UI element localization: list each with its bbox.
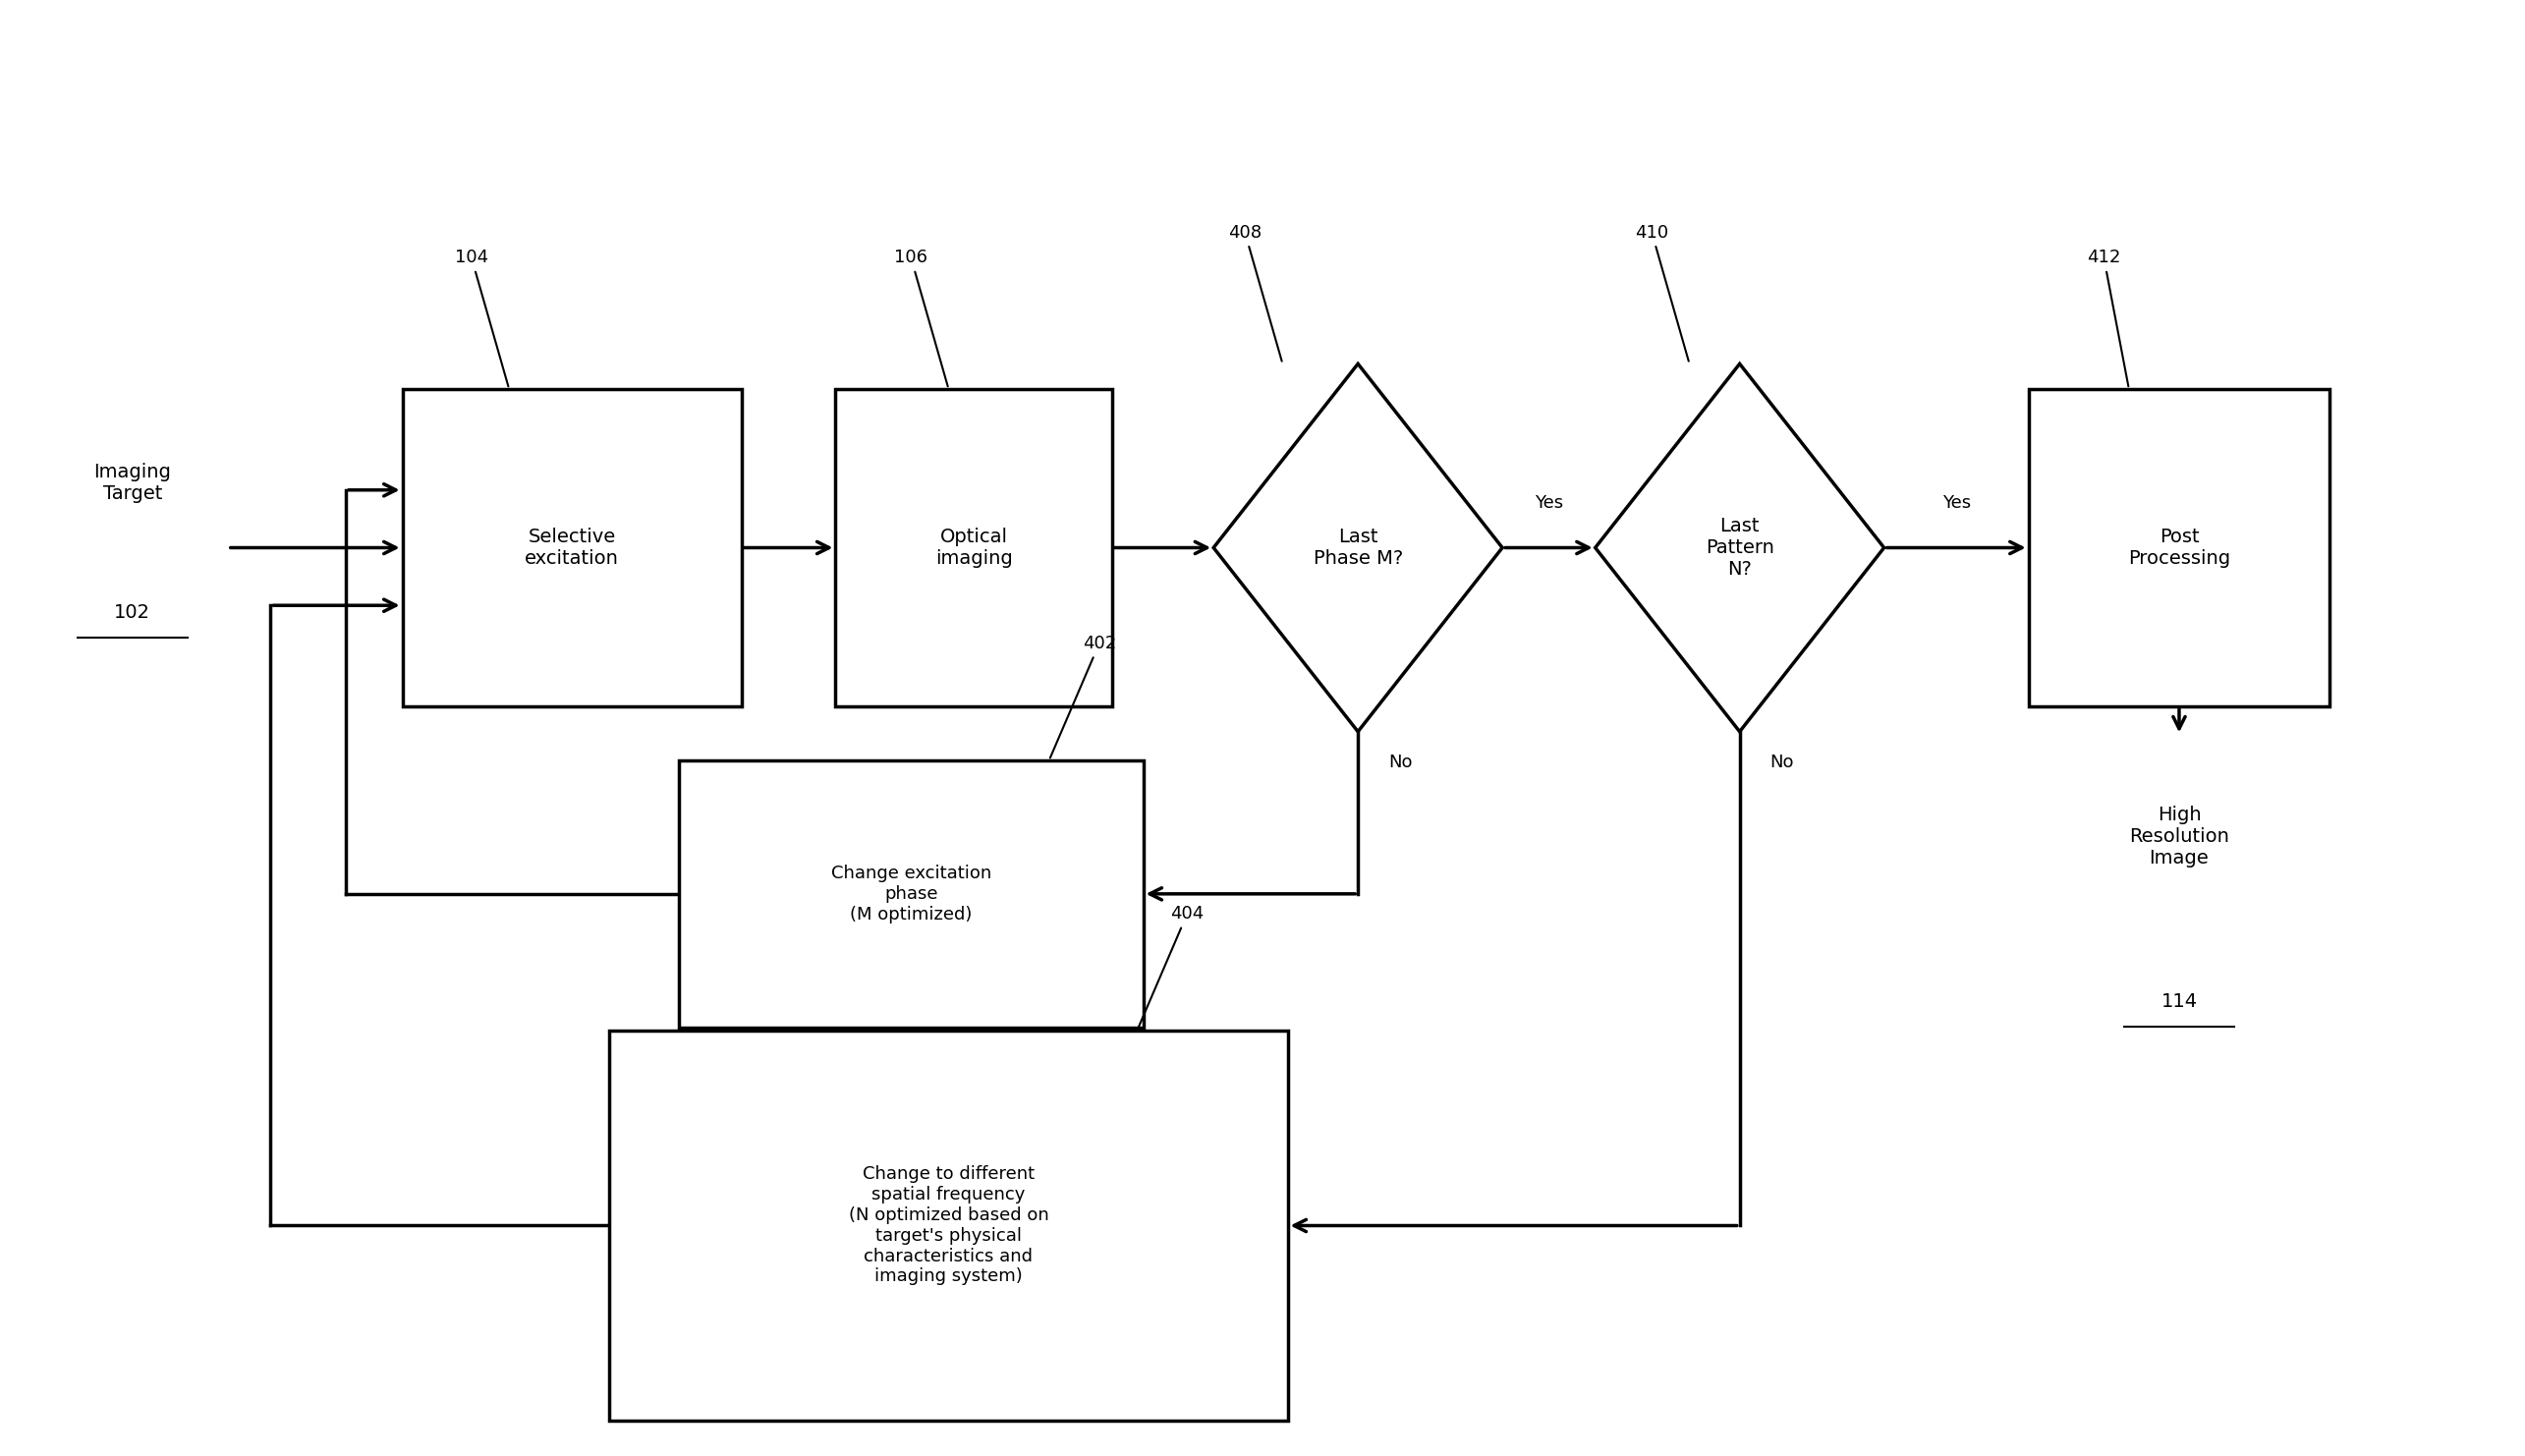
Text: High
Resolution
Image: High Resolution Image <box>2129 805 2230 868</box>
Text: 404: 404 <box>1139 906 1204 1028</box>
FancyBboxPatch shape <box>401 389 742 706</box>
FancyBboxPatch shape <box>836 389 1111 706</box>
Text: Change to different
spatial frequency
(N optimized based on
target's physical
ch: Change to different spatial frequency (N… <box>848 1166 1048 1286</box>
Text: No: No <box>1770 753 1793 770</box>
FancyBboxPatch shape <box>609 1031 1288 1421</box>
Text: 410: 410 <box>1636 224 1689 361</box>
Text: Yes: Yes <box>1942 494 1970 511</box>
Text: Imaging
Target: Imaging Target <box>93 463 172 502</box>
Text: 402: 402 <box>1050 635 1116 759</box>
Text: 114: 114 <box>2161 993 2197 1012</box>
Text: 106: 106 <box>894 249 947 386</box>
Text: Yes: Yes <box>1535 494 1563 511</box>
Text: Post
Processing: Post Processing <box>2129 527 2230 568</box>
Text: Change excitation
phase
(M optimized): Change excitation phase (M optimized) <box>831 865 992 923</box>
Text: No: No <box>1389 753 1411 770</box>
Polygon shape <box>1596 364 1884 731</box>
Text: 412: 412 <box>2088 249 2129 386</box>
Text: Selective
excitation: Selective excitation <box>525 527 619 568</box>
Polygon shape <box>1215 364 1502 731</box>
FancyBboxPatch shape <box>679 760 1144 1028</box>
FancyBboxPatch shape <box>2028 389 2331 706</box>
Text: 408: 408 <box>1227 224 1283 361</box>
Text: 102: 102 <box>114 603 151 622</box>
Text: Last
Pattern
N?: Last Pattern N? <box>1704 517 1775 578</box>
Text: 104: 104 <box>454 249 508 386</box>
Text: Optical
imaging: Optical imaging <box>934 527 1013 568</box>
Text: Last
Phase M?: Last Phase M? <box>1313 527 1404 568</box>
